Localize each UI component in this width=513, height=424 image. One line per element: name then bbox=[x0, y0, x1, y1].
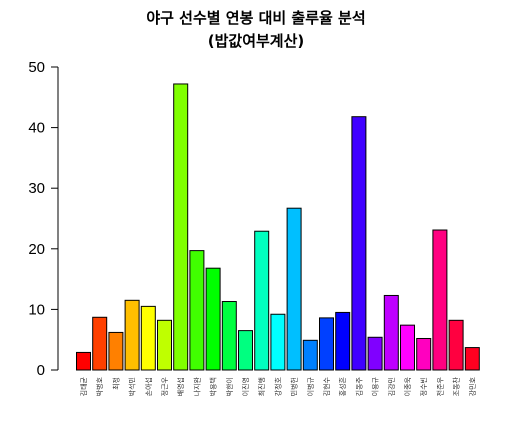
bar bbox=[92, 316, 108, 371]
bar bbox=[205, 267, 221, 371]
x-tick-label: 손아섭 bbox=[144, 377, 153, 396]
bar bbox=[254, 230, 270, 371]
x-tick-label: 홍성흔 bbox=[338, 376, 347, 396]
y-tick-label: 30 bbox=[28, 180, 45, 197]
x-axis-labels: 김태균 박병호 최정 박석민 손아섭 정근우 배영섭 나지완 박용택 박한이 이진영 최진행 강정호 민병… bbox=[80, 376, 477, 396]
x-tick-label: 배영섭 bbox=[176, 377, 185, 396]
chart-subtitle: (밥값여부계산) bbox=[208, 32, 305, 50]
x-tick-label: 전준우 bbox=[435, 376, 444, 396]
bar bbox=[400, 324, 415, 371]
y-tick-label: 40 bbox=[28, 120, 45, 137]
x-tick-label: 이용규 bbox=[371, 376, 380, 396]
bar bbox=[108, 331, 124, 371]
x-tick-label: 김동주 bbox=[355, 376, 363, 396]
bar bbox=[173, 83, 189, 371]
x-tick-label: 정근우 bbox=[160, 376, 169, 396]
bar bbox=[319, 317, 334, 371]
bar bbox=[416, 337, 432, 371]
bar bbox=[221, 301, 237, 371]
bar bbox=[140, 305, 156, 371]
x-tick-label: 최정 bbox=[111, 377, 120, 390]
x-tick-label: 김태균 bbox=[80, 376, 88, 396]
x-tick-label: 이종욱 bbox=[403, 376, 412, 396]
x-tick-label: 최진행 bbox=[257, 377, 266, 396]
bars-group bbox=[76, 83, 480, 371]
bar bbox=[335, 311, 351, 371]
bar bbox=[157, 319, 172, 371]
bar bbox=[383, 294, 399, 371]
bar bbox=[238, 330, 253, 371]
bar bbox=[76, 351, 91, 371]
y-tick-label: 0 bbox=[37, 362, 45, 379]
chart-title: 야구 선수별 연봉 대비 출루율 분석 bbox=[146, 9, 365, 27]
bar bbox=[189, 250, 205, 371]
x-tick-label: 나지완 bbox=[192, 376, 201, 396]
bar bbox=[367, 336, 383, 371]
y-tick-label: 10 bbox=[28, 301, 45, 318]
bar bbox=[270, 313, 286, 371]
bar bbox=[286, 207, 302, 371]
bar bbox=[464, 347, 480, 371]
x-tick-label: 강민호 bbox=[468, 376, 477, 396]
bar bbox=[302, 339, 318, 371]
x-tick-label: 박용택 bbox=[209, 377, 218, 396]
x-tick-label: 이진영 bbox=[241, 377, 250, 396]
y-tick-label: 20 bbox=[28, 241, 45, 258]
bar bbox=[351, 116, 367, 371]
x-tick-label: 강정호 bbox=[273, 376, 282, 396]
x-tick-label: 정수빈 bbox=[419, 377, 428, 396]
y-axis: 0 10 20 30 40 50 bbox=[28, 59, 59, 379]
x-tick-label: 김강민 bbox=[387, 377, 396, 396]
bar bbox=[124, 299, 140, 371]
x-tick-label: 박한이 bbox=[225, 377, 234, 396]
x-tick-label: 김현수 bbox=[323, 376, 331, 396]
x-tick-label: 이병규 bbox=[306, 376, 315, 396]
x-tick-label: 민병헌 bbox=[290, 377, 299, 396]
y-tick-label: 50 bbox=[28, 59, 45, 76]
x-tick-label: 박병호 bbox=[95, 376, 104, 396]
x-tick-label: 조동찬 bbox=[452, 376, 461, 396]
bar bbox=[432, 229, 448, 371]
bar bbox=[448, 319, 464, 371]
x-tick-label: 박석민 bbox=[128, 377, 137, 396]
